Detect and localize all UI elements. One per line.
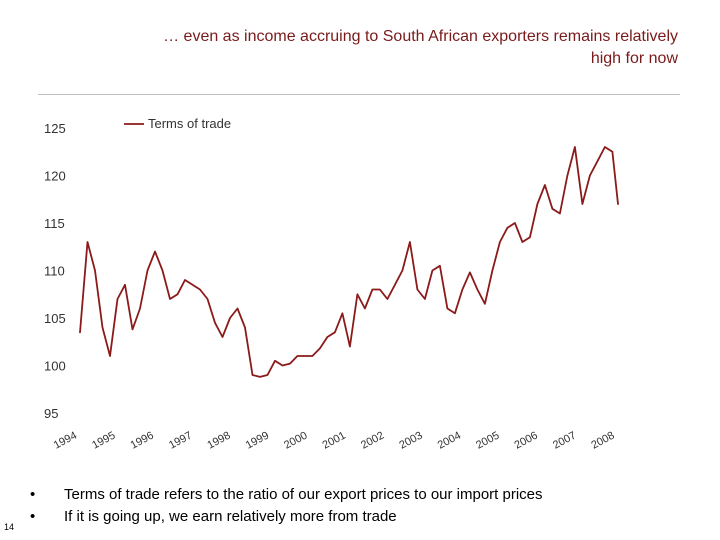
terms-of-trade-chart: 125 120 115 110 105 100 95 1994 1995 1996 1997 1998… <box>44 116 619 452</box>
y-tick-label: 110 <box>44 264 65 279</box>
y-tick-label: 120 <box>44 169 66 184</box>
bullet-text: If it is going up, we earn relatively mo… <box>64 508 397 525</box>
x-tick-label: 2004 <box>436 430 463 452</box>
x-tick-label: 2002 <box>359 430 386 452</box>
y-tick-label: 100 <box>44 359 66 374</box>
slide-title: … even as income accruing to South Afric… <box>40 26 678 70</box>
y-tick-label: 95 <box>44 406 58 421</box>
slide-title-line-1: … even as income accruing to South Afric… <box>163 28 678 45</box>
x-tick-label: 1996 <box>129 430 156 452</box>
x-tick-label: 2007 <box>551 430 578 452</box>
bullet-list: • Terms of trade refers to the ratio of … <box>30 484 710 528</box>
y-tick-label: 115 <box>44 216 65 231</box>
x-tick-label: 2008 <box>589 430 616 452</box>
bullet-text: Terms of trade refers to the ratio of ou… <box>64 486 543 503</box>
x-tick-label: 1994 <box>52 430 79 452</box>
x-tick-label: 1997 <box>167 430 194 452</box>
series-line-terms-of-trade <box>79 146 619 378</box>
x-tick-label: 1999 <box>244 430 271 452</box>
chart-top-rule <box>38 94 680 95</box>
x-tick-label: 1998 <box>205 430 232 452</box>
legend-label: Terms of trade <box>148 116 231 131</box>
bullet-item: • Terms of trade refers to the ratio of … <box>30 484 710 506</box>
x-tick-label: 2003 <box>397 430 424 452</box>
x-tick-label: 2005 <box>474 430 501 452</box>
y-tick-label: 125 <box>44 121 66 136</box>
y-tick-label: 105 <box>44 311 66 326</box>
slide-title-line-2: high for now <box>590 50 678 67</box>
page-number: 14 <box>4 522 15 532</box>
x-tick-label: 2000 <box>282 430 309 452</box>
bullet-marker: • <box>30 508 36 525</box>
bullet-marker: • <box>30 486 36 503</box>
bullet-item: • If it is going up, we earn relatively … <box>30 506 710 528</box>
x-tick-label: 1995 <box>90 430 117 452</box>
x-tick-label: 2006 <box>513 430 540 452</box>
x-tick-label: 2001 <box>321 430 348 452</box>
